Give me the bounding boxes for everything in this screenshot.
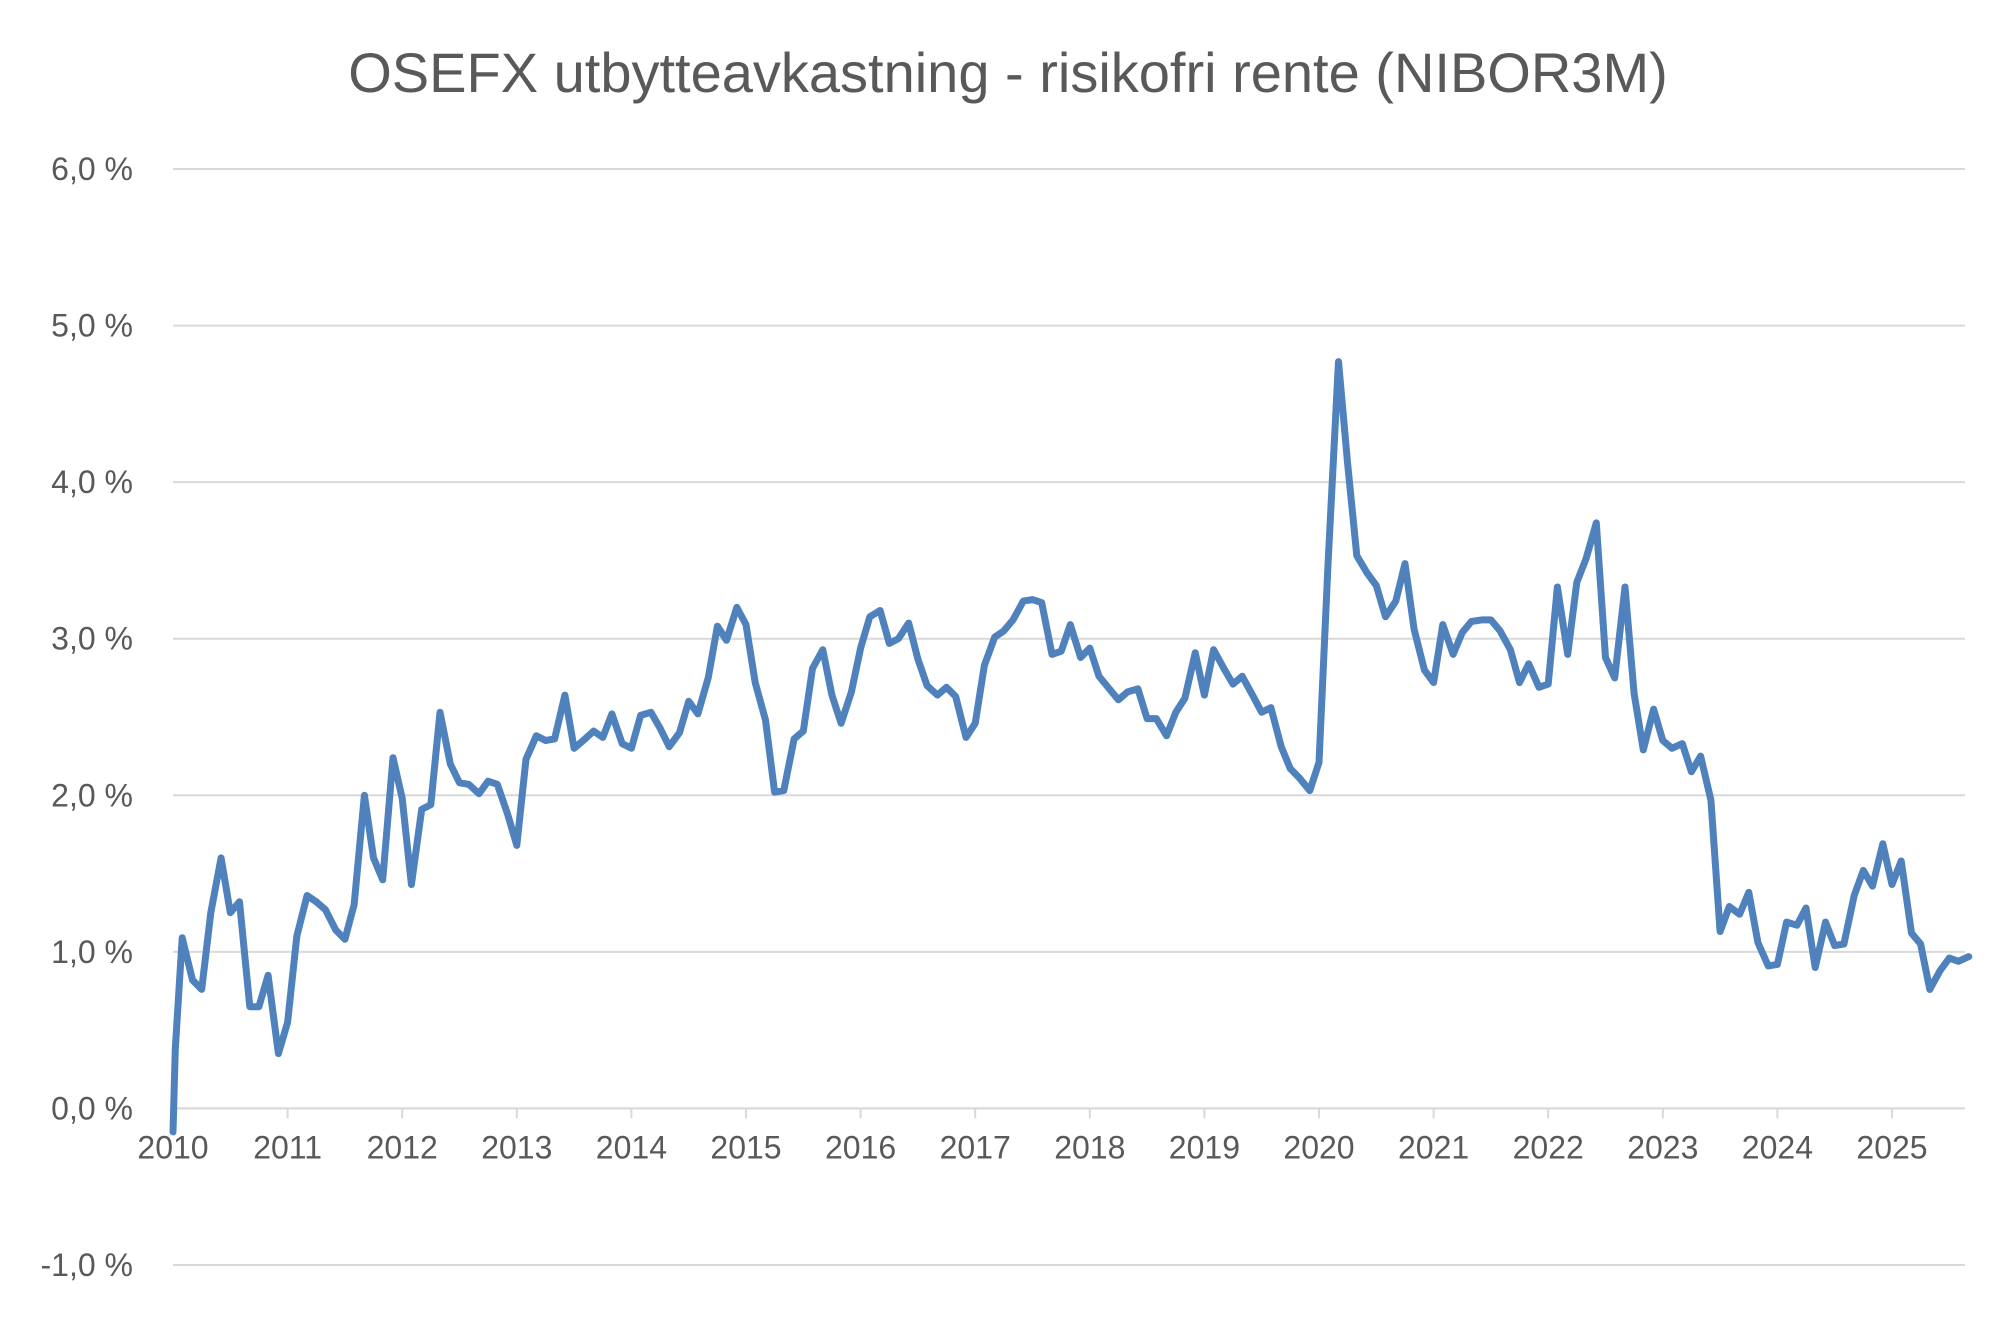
x-tick-label: 2022	[1513, 1129, 1584, 1165]
x-tick-label: 2015	[710, 1129, 781, 1165]
x-tick-label: 2024	[1742, 1129, 1813, 1165]
y-tick-label: 3,0 %	[51, 621, 133, 657]
x-tick-label: 2021	[1398, 1129, 1469, 1165]
series-line-0	[169, 358, 1973, 1136]
y-tick-label: 1,0 %	[51, 934, 133, 970]
chart-title: OSEFX utbytteavkastning - risikofri rent…	[348, 41, 1668, 104]
y-tick-label: 6,0 %	[51, 151, 133, 187]
x-tick-label: 2018	[1054, 1129, 1125, 1165]
x-axis	[172, 1107, 1965, 1119]
x-tick-label: 2020	[1283, 1129, 1354, 1165]
y-tick-label: 2,0 %	[51, 777, 133, 813]
x-tick-label: 2017	[940, 1129, 1011, 1165]
y-tick-label: 4,0 %	[51, 464, 133, 500]
series-layer	[169, 358, 1973, 1136]
x-tick-label: 2010	[137, 1129, 208, 1165]
x-tick-label: 2013	[481, 1129, 552, 1165]
y-tick-label: -1,0 %	[41, 1247, 133, 1283]
y-axis-tick-labels: -1,0 % 0,0 % 1,0 % 2,0 % 3,0 % 4,0 % 5,0 % 6,0 …	[41, 151, 133, 1283]
x-tick-label: 2023	[1627, 1129, 1698, 1165]
x-tick-label: 2019	[1169, 1129, 1240, 1165]
x-axis-tick-labels: 2010 2011 2012 2013 2014 2015 2016 2017 2018 2019…	[137, 1129, 1927, 1165]
x-tick-label: 2016	[825, 1129, 896, 1165]
y-tick-label: 5,0 %	[51, 308, 133, 344]
x-tick-label: 2012	[367, 1129, 438, 1165]
x-tick-label: 2014	[596, 1129, 667, 1165]
x-tick-label: 2011	[253, 1129, 322, 1165]
x-tick-label: 2025	[1856, 1129, 1927, 1165]
y-tick-label: 0,0 %	[51, 1090, 133, 1126]
